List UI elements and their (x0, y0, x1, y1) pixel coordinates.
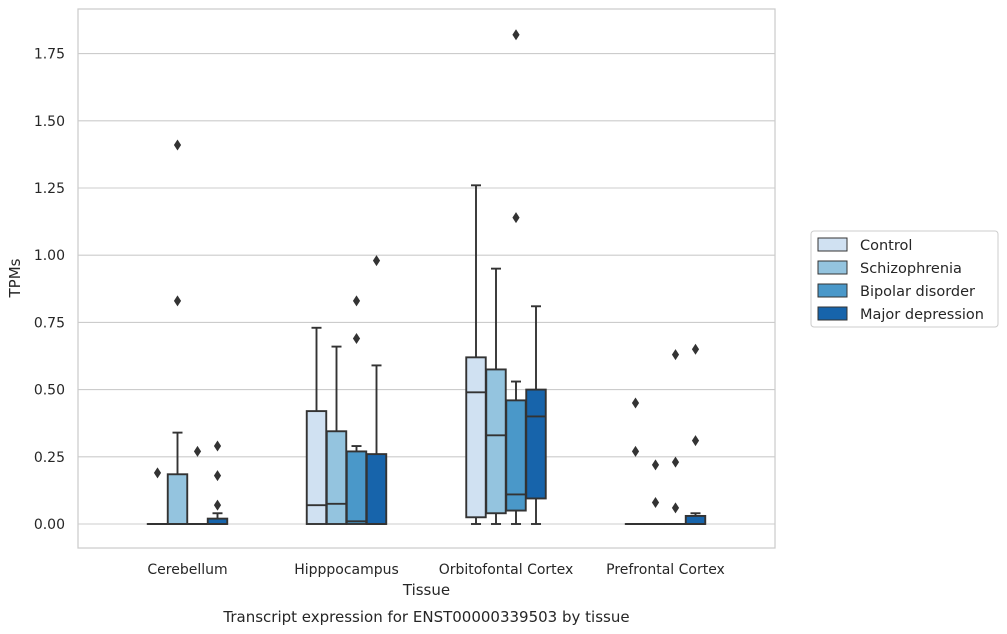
outlier-point (671, 349, 680, 361)
outlier-point (173, 295, 182, 307)
box-iqr (525, 388, 547, 500)
legend-frame (810, 230, 999, 328)
outlier-point (193, 445, 202, 457)
y-tick-label: 0.00 (34, 517, 65, 533)
outlier-point (631, 397, 640, 409)
y-tick-label: 1.00 (34, 248, 65, 264)
box-iqr (485, 368, 507, 515)
outlier-point (352, 333, 361, 345)
outlier-point (671, 456, 680, 468)
outlier-point (372, 255, 381, 267)
legend-label-control: Control (860, 238, 912, 254)
box-major-depression (365, 255, 388, 525)
outlier-point (512, 212, 520, 224)
outlier-point (153, 467, 162, 479)
y-axis-label: TPMs (6, 258, 24, 298)
outlier-point (173, 139, 182, 151)
x-tick-labels: Cerebellum Hipppocampus Orbitofontal Corte… (147, 562, 724, 578)
y-tick-labels: 0.00 0.25 0.50 0.75 1.00 1.25 1.50 1.75 (34, 47, 65, 533)
legend-swatch-schizophrenia (817, 260, 848, 275)
box-major-depression (206, 440, 229, 525)
x-tick-label: Orbitofontal Cortex (439, 562, 574, 578)
box-iqr (345, 450, 368, 525)
outlier-point (651, 459, 660, 471)
legend: Control Schizophrenia Bipolar disorder M… (810, 230, 999, 328)
outlier-point (691, 343, 700, 355)
outlier-point (651, 496, 660, 508)
outlier-point (631, 445, 640, 457)
x-tick-label: Hipppocampus (294, 562, 399, 578)
box-iqr (684, 514, 707, 525)
outlier-point (671, 502, 680, 514)
legend-label-depression: Major depression (860, 307, 984, 323)
y-gridlines (78, 53, 775, 525)
box-iqr (305, 410, 328, 525)
legend-swatch-bipolar (817, 283, 848, 298)
box-iqr (465, 356, 487, 519)
y-tick-label: 0.25 (34, 450, 65, 466)
y-tick-label: 1.50 (34, 114, 65, 130)
legend-swatch-control (817, 237, 848, 252)
boxes-layer (146, 29, 707, 525)
box-iqr (365, 453, 388, 525)
y-tick-label: 1.25 (34, 181, 65, 197)
outlier-point (213, 470, 222, 482)
y-tick-label: 0.75 (34, 315, 65, 331)
y-tick-label: 0.50 (34, 383, 65, 399)
box-iqr (166, 473, 189, 525)
chart-title: Transcript expression for ENST0000033950… (222, 608, 629, 626)
box-bipolar-disorder (186, 445, 209, 525)
box-bipolar-disorder (505, 29, 527, 525)
x-tick-label: Cerebellum (147, 562, 227, 578)
x-axis-label: Tissue (402, 581, 450, 599)
box-iqr (325, 430, 348, 525)
legend-label-schizophrenia: Schizophrenia (860, 261, 962, 277)
outlier-point (213, 499, 222, 511)
y-tick-label: 1.75 (34, 47, 65, 63)
box-schizophrenia (166, 139, 189, 525)
legend-swatch-depression (817, 306, 848, 321)
outlier-point (691, 435, 700, 447)
outlier-point (213, 440, 222, 452)
box-major-depression (525, 305, 547, 525)
outlier-point (352, 295, 361, 307)
outlier-point (512, 29, 520, 41)
plot-background (78, 9, 775, 548)
x-tick-label: Prefrontal Cortex (606, 562, 725, 578)
plot-frame (77, 8, 776, 549)
box-major-depression (684, 343, 707, 525)
box-schizophrenia (644, 459, 667, 525)
legend-label-bipolar: Bipolar disorder (860, 284, 975, 300)
